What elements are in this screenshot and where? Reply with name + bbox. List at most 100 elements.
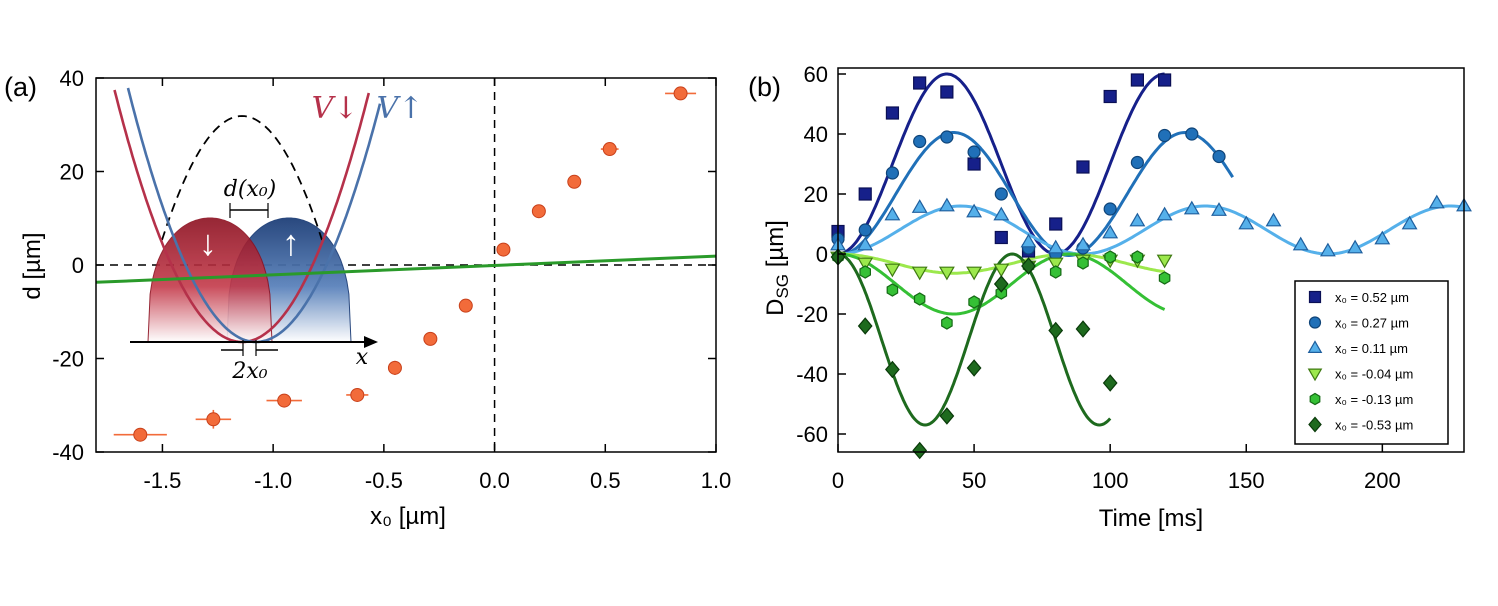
hexagon-marker <box>913 292 926 306</box>
diamond-marker <box>1308 416 1322 433</box>
square-marker <box>885 106 900 120</box>
hexagon-marker <box>886 283 899 297</box>
hexagon-marker <box>1077 256 1089 270</box>
diamond-marker <box>1075 320 1091 338</box>
point-marker <box>350 387 365 402</box>
hexagon-marker <box>1158 271 1171 285</box>
y-tick-label: 20 <box>60 160 84 185</box>
triangle-up-marker <box>1347 239 1364 254</box>
hexagon-marker <box>968 295 980 309</box>
triangle-down-marker <box>884 263 901 278</box>
triangle-down-marker <box>911 266 928 281</box>
triangle-up-marker <box>938 197 955 212</box>
plot-frame <box>837 67 1465 453</box>
hexagon-marker <box>941 316 953 330</box>
legend-label: x₀ = 0.27 µm <box>1335 316 1409 331</box>
triangle-up-marker <box>1183 200 1200 215</box>
label-inset-x: x <box>356 345 369 370</box>
panel-a-fit-line <box>95 254 717 284</box>
triangle-up-marker <box>1075 236 1091 251</box>
fit-curve-series-0 <box>837 72 1165 256</box>
label-v-up: V↑ <box>377 91 424 126</box>
inset-x-axis-arrowhead <box>364 336 378 348</box>
triangle-up-marker <box>1211 202 1227 216</box>
circle-marker <box>967 145 981 159</box>
panel-a-x-axis-label: x₀ [µm] <box>370 503 446 530</box>
y-tick-label: 40 <box>60 66 84 91</box>
data-point <box>266 393 302 408</box>
x-tick-label: 50 <box>962 468 986 493</box>
legend-entry: x₀ = -0.53 µm <box>1308 416 1413 433</box>
legend-label: x₀ = 0.11 µm <box>1335 341 1408 356</box>
y-tick-label: 60 <box>804 62 828 87</box>
circle-marker <box>885 166 900 180</box>
triangle-up-marker <box>1265 212 1282 227</box>
triangle-up-marker <box>1319 242 1336 257</box>
triangle-down-marker <box>1156 254 1173 269</box>
triangle-up-marker <box>1428 194 1445 209</box>
square-marker <box>994 230 1008 245</box>
square-marker <box>1308 290 1322 304</box>
legend-label: x₀ = -0.53 µm <box>1335 418 1413 433</box>
label-2x0: 2x₀ <box>231 359 267 384</box>
triangle-down-marker <box>938 266 955 281</box>
diamond-marker <box>912 441 928 460</box>
diamond-marker <box>1102 374 1118 392</box>
point-marker <box>387 360 402 375</box>
series-5-points <box>830 248 1118 460</box>
y-tick-label: 0 <box>816 242 828 267</box>
legend-entry: x₀ = -0.04 µm <box>1307 367 1413 382</box>
panel-a-axes: -1.5 -1.0 -0.5 0.0 0.5 1.0 -40 -20 0 20 40 <box>52 66 731 493</box>
x-tick-label: 0 <box>832 468 844 493</box>
panel-a-inset-diagram: V↓ V↑ d(x₀) 2x₀ x ↓ ↑ <box>113 87 424 384</box>
triangle-up-marker <box>1238 215 1255 230</box>
triangle-up-marker <box>966 203 983 218</box>
diamond-marker <box>857 317 873 335</box>
circle-marker <box>1185 127 1199 141</box>
series-1-points <box>831 127 1226 261</box>
hexagon-marker <box>1104 250 1117 264</box>
y-tick-label: -20 <box>796 302 828 327</box>
circle-marker <box>994 187 1008 201</box>
point-marker <box>133 427 148 442</box>
panel-b-x-axis-label: Time [ms] <box>1099 505 1203 532</box>
data-point <box>195 409 232 429</box>
legend-label: x₀ = 0.52 µm <box>1335 290 1409 305</box>
triangle-up-marker <box>911 199 928 213</box>
label-v-down: V↓ <box>312 91 359 126</box>
dashed-envelope <box>161 115 323 241</box>
legend-entry: x₀ = 0.52 µm <box>1308 290 1409 305</box>
square-marker <box>940 85 954 99</box>
y-tick-label: -60 <box>796 422 828 447</box>
triangle-up-marker <box>1374 230 1391 245</box>
triangle-down-marker <box>1307 368 1323 382</box>
triangle-up-marker <box>1047 239 1064 254</box>
data-point <box>600 142 619 157</box>
legend-label: x₀ = -0.13 µm <box>1335 392 1413 407</box>
data-point <box>665 86 697 101</box>
square-marker <box>1076 160 1090 174</box>
x-tick-label: 100 <box>1092 468 1129 493</box>
y-tick-label: -40 <box>52 440 84 465</box>
point-marker <box>496 242 511 257</box>
triangle-up-marker <box>884 206 901 221</box>
diamond-marker <box>1021 257 1036 275</box>
y-tick-label: 0 <box>72 253 84 278</box>
series-3-points <box>830 251 1173 281</box>
legend-entry: x₀ = -0.13 µm <box>1309 392 1413 407</box>
point-marker <box>602 142 617 157</box>
x-tick-label: 1.0 <box>701 468 732 493</box>
fit-line <box>95 254 717 284</box>
data-point <box>387 360 402 375</box>
diamond-marker <box>966 359 982 377</box>
panel-a-y-axis-label: d [µm] <box>19 232 46 299</box>
square-marker <box>1158 73 1172 87</box>
square-marker <box>1049 217 1063 231</box>
data-point <box>113 427 167 442</box>
x-tick-label: 0.5 <box>590 468 621 493</box>
data-point <box>531 204 546 219</box>
x-tick-label: 150 <box>1228 468 1265 493</box>
triangle-down-marker <box>966 266 983 281</box>
triangle-up-marker <box>1129 212 1146 227</box>
